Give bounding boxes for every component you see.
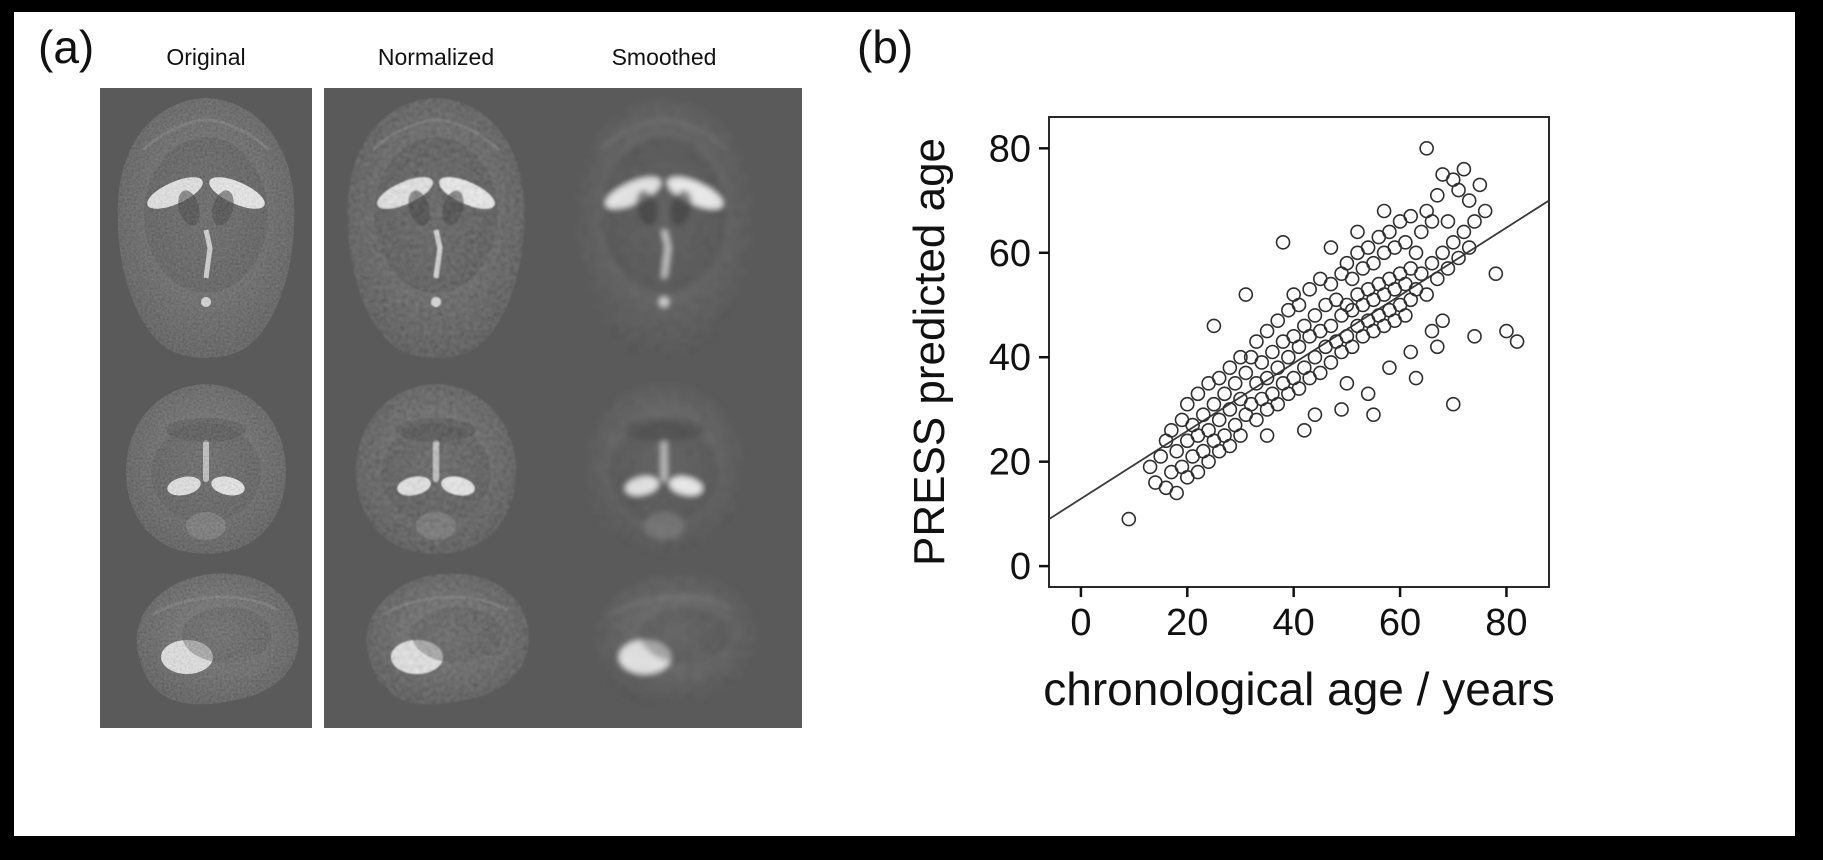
panel-b-scatter: (b) 0 20 40 60 80 0 20 40 60 80 PRESS predicted a… xyxy=(849,12,1795,836)
plot-frame xyxy=(1048,116,1550,588)
column-header-normalized: Normalized xyxy=(377,44,495,70)
svg-text:60: 60 xyxy=(989,233,1031,275)
mri-axial-normalized xyxy=(333,90,539,375)
panel-a-mri: (a) Original Normalized Smoothed xyxy=(14,12,849,836)
svg-text:60: 60 xyxy=(1379,602,1421,644)
svg-text:20: 20 xyxy=(1166,602,1208,644)
panel-a-label: (a) xyxy=(38,21,95,73)
svg-text:80: 80 xyxy=(989,128,1031,170)
x-axis-label: chronological age / years xyxy=(1043,663,1555,715)
svg-text:40: 40 xyxy=(989,337,1031,379)
mri-axial-original xyxy=(103,90,309,375)
svg-text:0: 0 xyxy=(1070,602,1091,644)
mri-axial-smoothed xyxy=(561,90,767,375)
mri-coronal-original xyxy=(114,378,298,565)
svg-text:20: 20 xyxy=(989,442,1031,484)
regression-line xyxy=(1048,199,1550,520)
mri-sagittal-smoothed xyxy=(565,565,763,718)
svg-text:80: 80 xyxy=(1485,602,1527,644)
scatter-points xyxy=(1121,141,1525,527)
axis-ticks: 0 20 40 60 80 0 20 40 60 80 xyxy=(989,128,1528,644)
mri-sagittal-original xyxy=(107,565,305,718)
mri-coronal-smoothed xyxy=(572,378,756,565)
panel-b-label: (b) xyxy=(857,21,914,73)
y-axis-label: PRESS predicted age xyxy=(905,138,954,566)
mri-sagittal-normalized xyxy=(337,565,535,718)
column-header-smoothed: Smoothed xyxy=(611,44,717,70)
column-header-original: Original xyxy=(166,44,246,70)
svg-text:0: 0 xyxy=(1010,546,1031,588)
svg-text:40: 40 xyxy=(1273,602,1315,644)
figure: (a) Original Normalized Smoothed (b) 0 20… xyxy=(14,12,1795,836)
mri-coronal-normalized xyxy=(344,378,528,565)
scatter-plot: 0 20 40 60 80 0 20 40 60 80 PRESS predicted age xyxy=(905,116,1550,644)
